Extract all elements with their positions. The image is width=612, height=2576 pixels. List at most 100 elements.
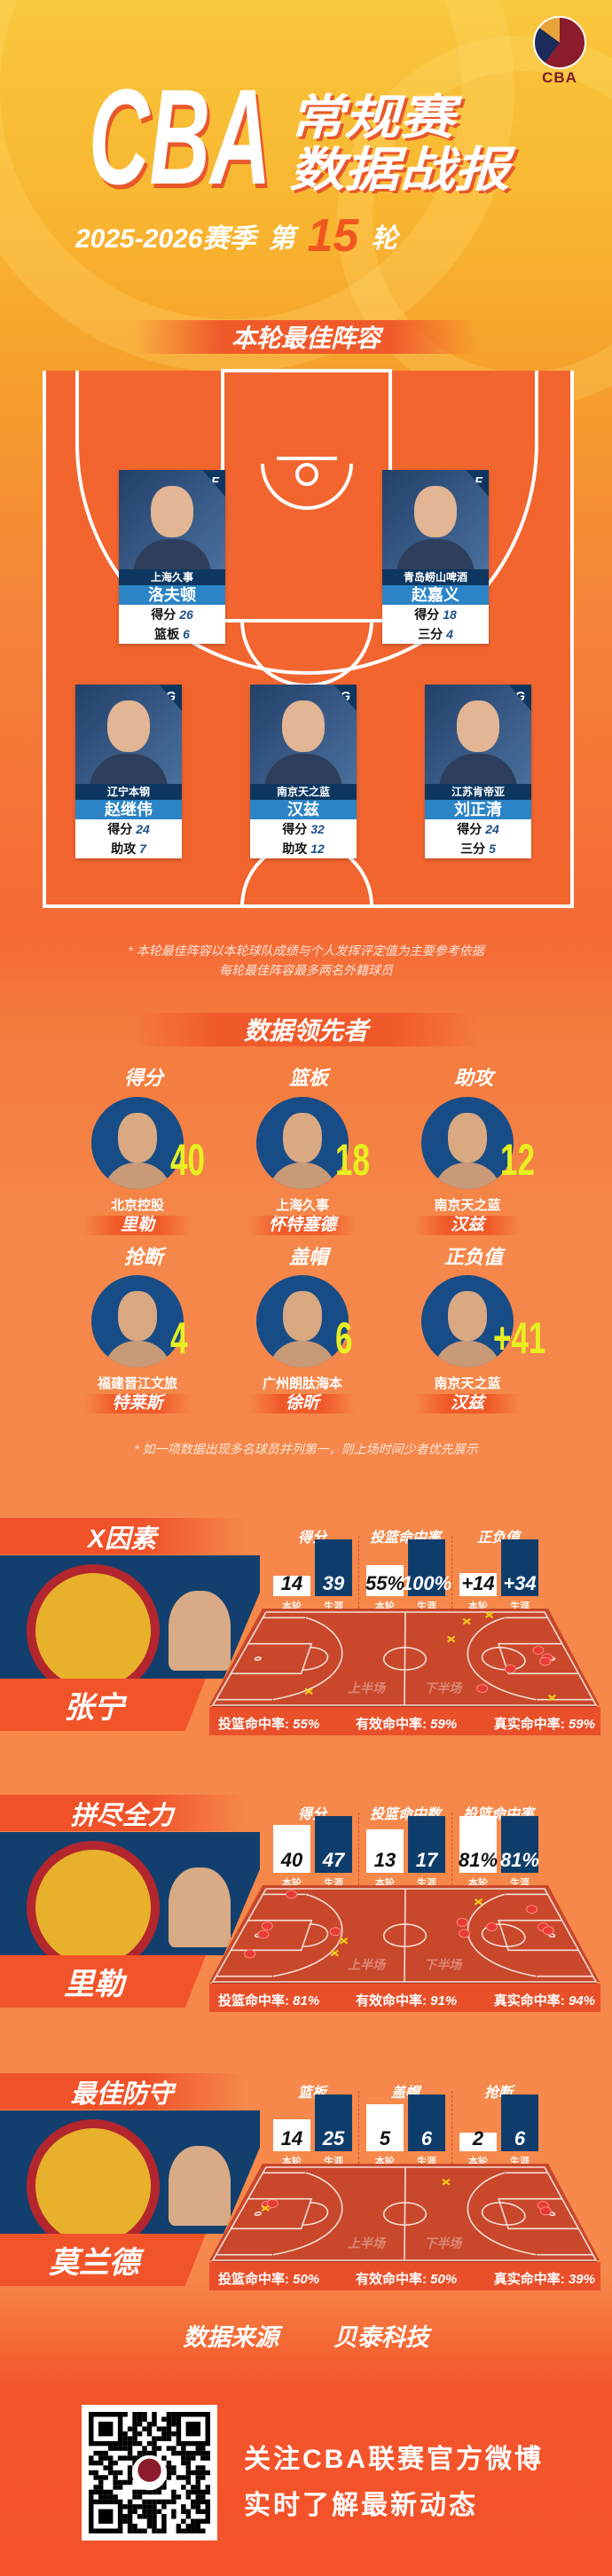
qr-module	[185, 2514, 192, 2519]
leader-body	[269, 1341, 336, 1367]
qr-module	[152, 2421, 157, 2427]
player-head	[151, 486, 193, 537]
qr-module	[93, 2485, 98, 2490]
qr-module	[181, 2460, 186, 2466]
stat-divider	[358, 2091, 359, 2164]
hoop	[548, 1656, 556, 1661]
made-shot-marker	[456, 1917, 468, 1927]
qr-module	[191, 2528, 196, 2533]
qr-module	[195, 2470, 201, 2476]
stat-label: 得分	[107, 822, 133, 836]
qr-module	[176, 2528, 182, 2533]
leader-name: 汉兹	[414, 1394, 521, 1413]
team-logo	[27, 1564, 160, 1679]
qr-module	[166, 2499, 172, 2505]
court-boundary	[43, 371, 574, 908]
qr-module	[127, 2475, 133, 2480]
made-shot-marker	[539, 2206, 552, 2216]
qr-module	[191, 2504, 196, 2509]
qr-module	[161, 2455, 167, 2461]
center-circle	[382, 2202, 428, 2226]
leader-head	[448, 1113, 487, 1163]
qr-module	[127, 2504, 133, 2509]
qr-module	[132, 2455, 137, 2461]
qr-module	[171, 2514, 177, 2519]
made-shot-marker	[541, 1653, 553, 1663]
qr-module	[127, 2450, 133, 2456]
qr-module	[161, 2524, 167, 2529]
qr-module	[181, 2509, 186, 2515]
player-photo	[425, 685, 531, 784]
qr-module	[200, 2455, 206, 2461]
qr-module	[142, 2509, 147, 2515]
qr-module	[152, 2514, 157, 2519]
free-throw-circle	[302, 2202, 329, 2226]
made-shot-marker	[266, 2198, 279, 2208]
bar-label-current: 本轮	[282, 1878, 302, 1889]
free-throw-circle	[481, 2202, 526, 2226]
paint-area	[498, 2197, 579, 2230]
stat-divider	[451, 2091, 452, 2164]
bar-label-career: 生涯	[324, 1878, 343, 1889]
qr-module	[122, 2455, 128, 2461]
player-name: 赵嘉义	[382, 585, 489, 605]
summary-label: 真实命中率:	[493, 1993, 569, 2008]
qr-module	[113, 2446, 118, 2451]
qr-module	[171, 2412, 177, 2417]
qr-module	[161, 2528, 167, 2533]
qr-module	[103, 2489, 108, 2495]
player-stat: 三分 4	[382, 624, 489, 644]
qr-module	[171, 2509, 177, 2515]
stat-value: 18	[443, 607, 457, 622]
bar-label-career: 生涯	[324, 2157, 343, 2167]
qr-module	[98, 2494, 104, 2500]
paint-area	[231, 1642, 313, 1675]
qr-module	[122, 2518, 128, 2525]
first-half-label: 上半场	[348, 1680, 387, 1695]
qr-finder	[98, 2509, 114, 2525]
qr-module	[127, 2470, 133, 2476]
made-shot-marker	[286, 1890, 298, 1899]
player-stat: 助攻 12	[250, 839, 357, 858]
qr-module	[89, 2470, 94, 2476]
qr-module	[195, 2509, 201, 2515]
qr-code[interactable]	[82, 2405, 217, 2541]
bar-current: 14	[273, 2119, 310, 2151]
leader-category: 抢断	[123, 1246, 163, 1268]
bar-career: 17	[408, 1816, 445, 1873]
qr-module	[200, 2446, 206, 2451]
bar-current: 40	[273, 1824, 310, 1873]
qr-module	[107, 2446, 114, 2451]
qr-module	[200, 2465, 206, 2470]
bar-career: 100%	[402, 1539, 451, 1596]
leaders-note: * 如一项数据出现多名球员并列第一，则上场时间少者优先展示	[134, 1442, 478, 1456]
second-half-label: 下半场	[424, 1957, 463, 1971]
qr-finder	[176, 2412, 210, 2447]
qr-module	[127, 2524, 133, 2529]
qr-module	[142, 2450, 147, 2456]
leader-avatar	[256, 1097, 349, 1189]
qr-module	[122, 2431, 128, 2437]
qr-module	[205, 2470, 210, 2476]
qr-module	[142, 2426, 147, 2431]
qr-module	[161, 2436, 167, 2441]
player-team: 青岛崂山啤酒	[382, 569, 489, 585]
paint-area	[498, 1919, 579, 1952]
qr-module	[161, 2514, 167, 2519]
qr-module	[191, 2518, 196, 2525]
player-photo	[169, 1867, 231, 1947]
summary-item: 投篮命中率: 55%	[218, 1714, 319, 1733]
bar-current: 5	[366, 2103, 404, 2151]
made-shot-marker	[261, 2201, 273, 2211]
qr-module	[93, 2470, 98, 2476]
qr-module	[137, 2412, 143, 2417]
qr-module	[127, 2514, 133, 2519]
three-point-arc	[467, 1617, 537, 1701]
bar-label-current: 本轮	[375, 1878, 395, 1889]
qr-module	[132, 2412, 137, 2417]
summary-label: 投篮命中率:	[218, 1717, 294, 1732]
qr-module	[195, 2489, 201, 2495]
qr-module	[200, 2528, 206, 2533]
qr-pattern	[89, 2412, 210, 2533]
player-stat: 三分 5	[425, 839, 531, 858]
